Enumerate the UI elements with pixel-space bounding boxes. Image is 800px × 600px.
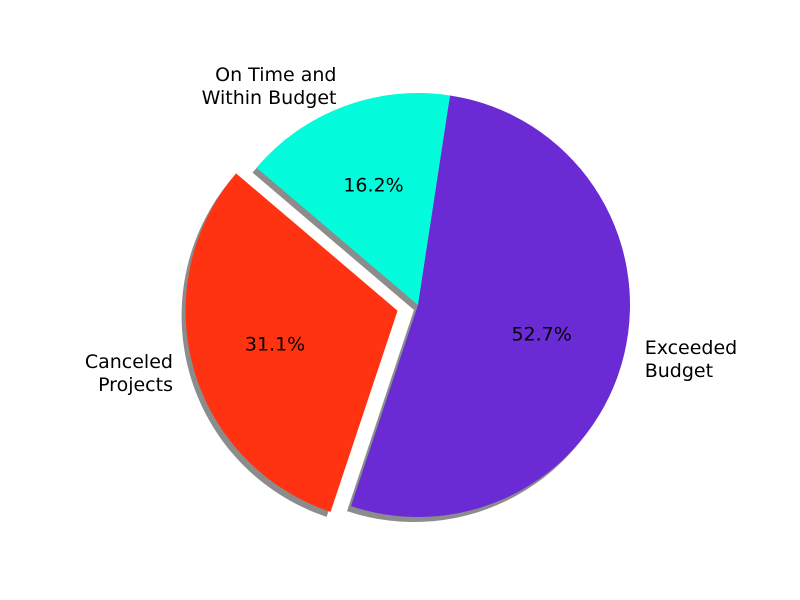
pie-slice: [351, 95, 630, 517]
pie-slice: [256, 93, 451, 305]
category-label-line: Within Budget: [202, 87, 337, 109]
category-label: On Time and Within Budget: [202, 64, 337, 109]
percent-label: 16.2%: [343, 174, 403, 196]
percent-label: 31.1%: [245, 333, 305, 355]
category-label: Canceled Projects: [85, 350, 173, 395]
category-label-line: Exceeded: [645, 337, 738, 359]
category-label-line: Canceled: [85, 350, 173, 372]
pie-slice: [185, 173, 398, 512]
category-label-line: Projects: [98, 373, 173, 395]
category-label-line: Budget: [645, 360, 713, 382]
percent-label: 52.7%: [511, 323, 571, 345]
category-label: Exceeded Budget: [645, 337, 738, 382]
category-label-line: On Time and: [215, 64, 336, 86]
